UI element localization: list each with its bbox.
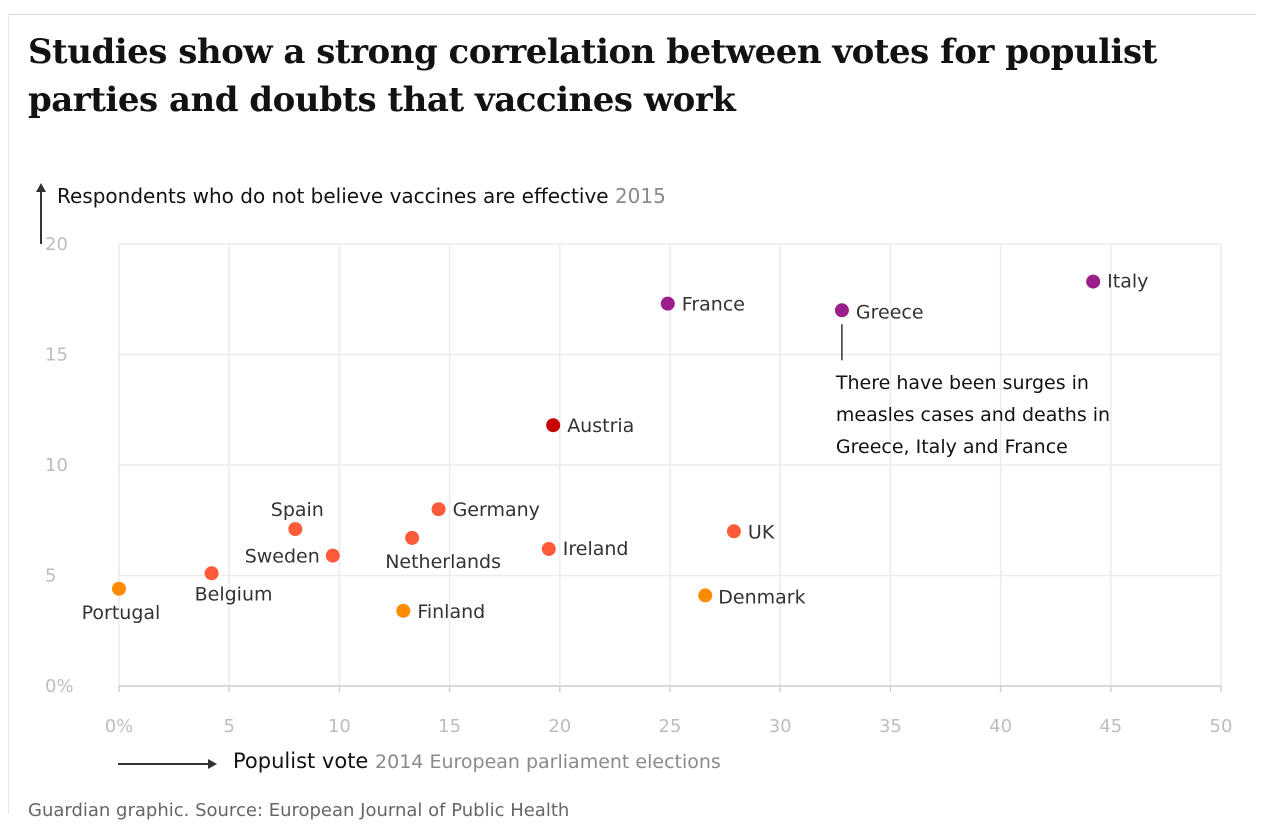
x-tick-label: 15 xyxy=(438,716,461,737)
y-axis-arrow xyxy=(40,186,42,244)
point-label-belgium: Belgium xyxy=(195,583,273,605)
point-greece xyxy=(834,303,849,318)
y-axis-label-main: Respondents who do not believe vaccines … xyxy=(57,184,609,208)
point-belgium xyxy=(204,566,219,581)
y-tick-label: 5 xyxy=(45,566,56,587)
x-tick-label: 25 xyxy=(659,716,682,737)
point-ireland xyxy=(541,541,556,556)
y-tick-label: 0% xyxy=(45,676,74,697)
y-axis-label-sub: 2015 xyxy=(614,184,666,208)
x-tick-label: 35 xyxy=(879,716,902,737)
x-tick-label: 0% xyxy=(105,716,134,737)
point-germany xyxy=(431,502,446,517)
point-denmark xyxy=(698,588,713,603)
point-label-uk: UK xyxy=(748,521,775,543)
x-axis-arrow-head xyxy=(208,759,217,769)
annotation-line: Greece, Italy and France xyxy=(836,436,1068,458)
x-tick-label: 30 xyxy=(769,716,792,737)
point-label-ireland: Ireland xyxy=(563,538,629,560)
top-rule xyxy=(8,14,1256,15)
point-austria xyxy=(546,418,561,433)
point-label-austria: Austria xyxy=(567,415,634,437)
data-points xyxy=(112,274,1101,618)
y-tick-label: 15 xyxy=(45,345,68,366)
x-tick-label: 50 xyxy=(1210,716,1233,737)
left-rule xyxy=(8,14,9,814)
x-tick-label: 10 xyxy=(328,716,351,737)
annotation-line: measles cases and deaths in xyxy=(836,404,1110,426)
x-axis-label-main: Populist vote xyxy=(233,749,369,773)
point-label-finland: Finland xyxy=(417,601,485,623)
point-label-greece: Greece xyxy=(856,301,924,323)
point-label-france: France xyxy=(682,294,745,316)
point-portugal xyxy=(112,581,126,596)
annotation-layer: There have been surges in measles cases a… xyxy=(835,324,1110,458)
point-label-italy: Italy xyxy=(1107,271,1148,293)
annotation-text: There have been surges in measles cases a… xyxy=(835,372,1110,458)
annotation-line: There have been surges in xyxy=(835,372,1089,394)
x-tick-label: 5 xyxy=(223,716,234,737)
y-tick-label: 20 xyxy=(45,234,68,255)
point-label-portugal: Portugal xyxy=(82,602,161,624)
chart-title: Studies show a strong correlation betwee… xyxy=(28,32,1157,120)
x-axis-label: Populist vote 2014 European parliament e… xyxy=(233,749,721,773)
point-label-spain: Spain xyxy=(271,499,324,521)
grid-lines xyxy=(118,243,1222,692)
x-tick-label: 45 xyxy=(1099,716,1122,737)
point-italy xyxy=(1086,274,1101,289)
x-tick-label: 40 xyxy=(989,716,1012,737)
point-label-sweden: Sweden xyxy=(245,546,320,568)
point-netherlands xyxy=(405,530,420,545)
point-label-netherlands: Netherlands xyxy=(385,551,501,573)
point-finland xyxy=(396,603,411,618)
source-credit: Guardian graphic. Source: European Journ… xyxy=(28,800,570,821)
y-axis-label: Respondents who do not believe vaccines … xyxy=(57,184,666,208)
tick-labels: 0% 5 10 15 20 0% 5 10 15 20 25 30 35 40 45 50 xyxy=(45,234,1232,737)
point-sweden xyxy=(325,548,340,563)
point-label-germany: Germany xyxy=(453,499,540,521)
y-axis-arrow-head xyxy=(36,183,46,192)
x-tick-label: 20 xyxy=(548,716,571,737)
point-france xyxy=(660,296,675,311)
x-axis-arrow xyxy=(118,763,210,765)
x-axis-label-sub: 2014 European parliament elections xyxy=(375,751,721,773)
point-label-denmark: Denmark xyxy=(718,586,805,608)
y-tick-label: 10 xyxy=(45,455,68,476)
point-spain xyxy=(288,522,303,537)
point-labels: Italy Greece France Austria Germany Netherlan… xyxy=(82,271,1149,624)
point-uk xyxy=(726,524,741,539)
